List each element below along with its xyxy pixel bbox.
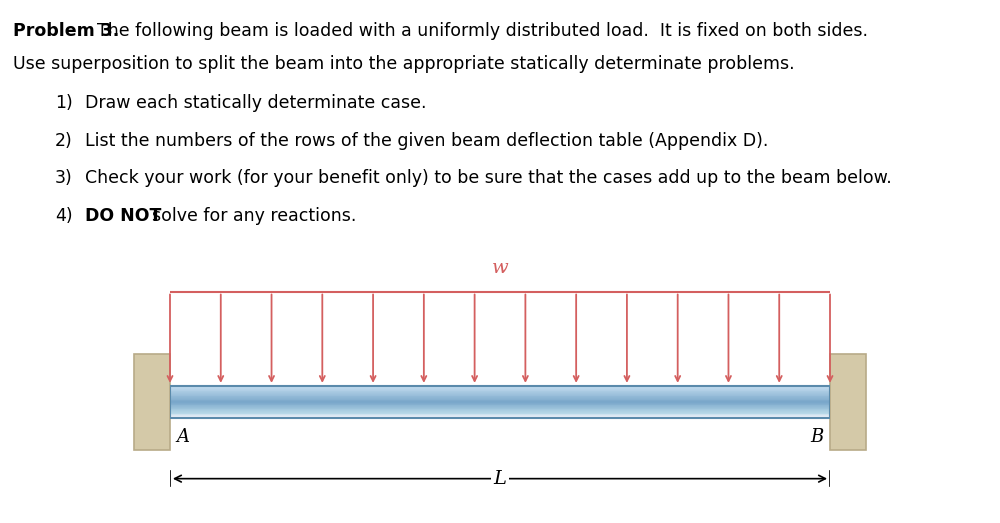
Bar <box>170 398 830 399</box>
Bar <box>170 411 830 412</box>
Bar <box>170 403 830 404</box>
Bar <box>170 386 830 418</box>
Bar <box>134 355 170 450</box>
Bar <box>170 406 830 407</box>
Bar <box>170 386 830 388</box>
Bar <box>170 414 830 415</box>
Bar <box>170 415 830 416</box>
Text: Use superposition to split the beam into the appropriate statically determinate : Use superposition to split the beam into… <box>13 55 795 73</box>
Bar <box>170 399 830 400</box>
Bar <box>170 417 830 418</box>
Text: w: w <box>492 258 508 277</box>
Bar <box>170 416 830 417</box>
Bar <box>170 407 830 408</box>
Text: Draw each statically determinate case.: Draw each statically determinate case. <box>85 94 426 112</box>
Text: List the numbers of the rows of the given beam deflection table (Appendix D).: List the numbers of the rows of the give… <box>85 132 768 150</box>
Bar <box>170 388 830 389</box>
Bar <box>170 402 830 403</box>
Bar <box>170 413 830 414</box>
Bar <box>170 401 830 402</box>
Bar <box>170 389 830 390</box>
Text: solve for any reactions.: solve for any reactions. <box>152 207 356 225</box>
Bar <box>830 355 866 450</box>
Bar <box>170 396 830 397</box>
Bar <box>170 390 830 391</box>
Text: L: L <box>494 470 507 487</box>
Bar <box>170 391 830 392</box>
Bar <box>170 395 830 396</box>
Bar <box>170 394 830 395</box>
Bar <box>170 405 830 406</box>
Text: 4): 4) <box>55 207 73 225</box>
Text: A: A <box>177 428 190 447</box>
Text: Problem 3.: Problem 3. <box>13 22 119 40</box>
Text: 1): 1) <box>55 94 73 112</box>
Text: B: B <box>810 428 823 447</box>
Text: 2): 2) <box>55 132 73 150</box>
Bar <box>170 408 830 410</box>
Bar <box>170 397 830 398</box>
Text: The following beam is loaded with a uniformly distributed load.  It is fixed on : The following beam is loaded with a unif… <box>97 22 868 40</box>
Bar <box>170 404 830 405</box>
Bar <box>170 412 830 413</box>
Text: DO NOT: DO NOT <box>85 207 161 225</box>
Bar <box>170 392 830 393</box>
Bar <box>170 393 830 394</box>
Text: 3): 3) <box>55 169 73 187</box>
Text: Check your work (for your benefit only) to be sure that the cases add up to the : Check your work (for your benefit only) … <box>85 169 892 187</box>
Bar <box>170 410 830 411</box>
Bar <box>170 400 830 401</box>
